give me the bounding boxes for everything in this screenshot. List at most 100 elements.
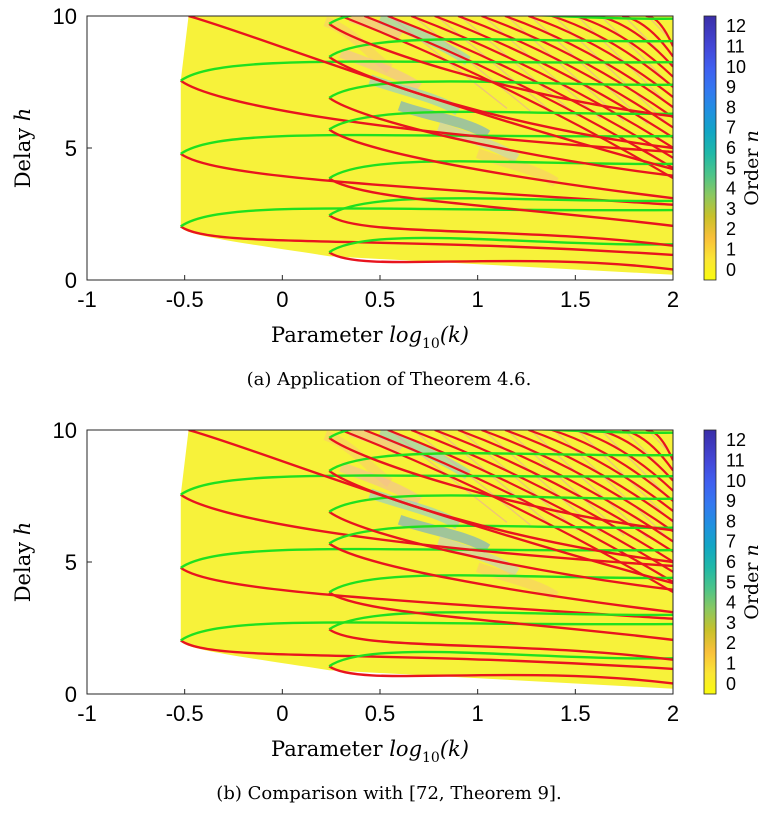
colorbar-gradient <box>703 15 717 281</box>
crossing-curve <box>410 16 673 149</box>
crossing-curve <box>551 16 673 88</box>
x-tick-label: 1 <box>472 287 484 312</box>
plot-area <box>180 430 673 689</box>
order-band <box>436 122 520 163</box>
colorbar-tick-label: 7 <box>726 532 736 552</box>
figure-caption: (a) Application of Theorem 4.6. <box>247 369 532 390</box>
colorbar-tick-label: 9 <box>726 77 736 97</box>
x-tick-label: 0.5 <box>365 701 396 726</box>
crossing-curve <box>340 16 673 180</box>
x-tick-label: 2 <box>667 287 679 312</box>
colorbar-tick-label: 6 <box>726 138 736 158</box>
order-band <box>436 536 520 577</box>
x-tick-label: 0 <box>276 287 288 312</box>
curve-lower-branch-1 <box>180 639 673 671</box>
x-axis-label: Parameter log10(k) <box>271 323 469 352</box>
order-band <box>339 48 422 92</box>
colorbar-tick-label: 3 <box>726 613 736 633</box>
colorbar-tick-label: 2 <box>726 219 736 239</box>
colorbar-tick-label: 0 <box>726 674 736 694</box>
curve-lower-branch-8 <box>328 96 673 177</box>
curve-lower-branch-7 <box>328 128 673 200</box>
order-band <box>349 16 403 42</box>
colorbar-gradient <box>703 429 717 695</box>
crossing-curve <box>434 16 673 139</box>
curve-upper-branch-8 <box>328 80 673 99</box>
curve-lower-branch-2 <box>180 566 673 620</box>
crossing-curve <box>457 16 673 129</box>
x-tick-label: -1 <box>77 701 97 726</box>
ridge-line <box>412 16 531 112</box>
y-axis-label: Delay h <box>11 108 35 189</box>
colorbar-tick-label: 11 <box>726 450 745 470</box>
y-axis-label: Delay h <box>11 522 35 603</box>
curve-upper-branch-6 <box>328 160 673 180</box>
colorbar-tick-label: 5 <box>726 572 736 592</box>
crossing-curve <box>575 430 673 492</box>
y-tick-label: 5 <box>65 136 77 161</box>
curve-upper-branch-10 <box>328 430 673 439</box>
colorbar-tick-label: 5 <box>726 158 736 178</box>
curve-lower-branch-10 <box>328 22 673 118</box>
order-band <box>475 148 559 187</box>
order-band <box>397 101 491 140</box>
x-tick-label: 0 <box>276 701 288 726</box>
stability-region <box>180 16 673 275</box>
curve-lower-branch-6 <box>328 591 673 642</box>
curve-lower-branch-6 <box>328 177 673 228</box>
colorbar-tick-label: 6 <box>726 552 736 572</box>
curve-lower-branch-3 <box>180 493 673 568</box>
x-tick-label: 1 <box>472 701 484 726</box>
curve-upper-branch-3 <box>180 474 673 496</box>
curve-lower-branch-3 <box>180 79 673 154</box>
colorbar-tick-label: 4 <box>726 593 736 613</box>
curve-lower-branch-10 <box>328 436 673 532</box>
curve-upper-branch-10 <box>328 16 673 25</box>
curve-upper-branch-5 <box>328 197 673 217</box>
x-tick-label: -0.5 <box>166 701 204 726</box>
curve-lower-branch-7 <box>328 542 673 614</box>
crossing-curve <box>575 16 673 78</box>
ridge-line <box>459 430 578 531</box>
y-tick-label: 5 <box>65 550 77 575</box>
colorbar-tick-label: 1 <box>726 654 736 674</box>
colorbar-tick-label: 12 <box>726 430 746 450</box>
crossing-curve <box>363 16 673 169</box>
colorbar-tick-label: 8 <box>726 511 736 531</box>
colorbar-tick-label: 9 <box>726 491 736 511</box>
order-band <box>475 562 559 601</box>
x-tick-label: -1 <box>77 287 97 312</box>
crossing-curve <box>434 430 673 553</box>
ridge-line <box>436 16 555 115</box>
curve-lower-branch-4 <box>328 665 673 685</box>
curve-upper-branch-4 <box>328 650 673 668</box>
y-tick-label: 0 <box>65 682 77 707</box>
curve-lower-branch-1 <box>180 225 673 257</box>
crossing-curve <box>622 16 673 58</box>
curve-lower-branch-5 <box>328 214 673 247</box>
envelope-curve <box>188 430 673 585</box>
curve-upper-branch-3 <box>180 60 673 82</box>
colorbar-tick-label: 1 <box>726 240 736 260</box>
x-tick-label: 1.5 <box>560 287 591 312</box>
y-tick-label: 0 <box>65 268 77 293</box>
order-band <box>339 462 422 506</box>
x-tick-label: 2 <box>667 701 679 726</box>
ridge-line <box>623 16 673 67</box>
colorbar-tick-label: 2 <box>726 633 736 653</box>
x-tick-label: -0.5 <box>166 287 204 312</box>
curve-upper-branch-7 <box>328 524 673 545</box>
figure-caption: (b) Comparison with [72, Theorem 9]. <box>216 783 561 804</box>
y-tick-label: 10 <box>53 418 77 443</box>
colorbar-tick-label: 4 <box>726 179 736 199</box>
curve-upper-branch-5 <box>328 611 673 631</box>
crossing-curve <box>481 430 673 533</box>
curve-upper-branch-8 <box>328 494 673 513</box>
curve-lower-branch-8 <box>328 510 673 591</box>
envelope-curve <box>188 16 673 171</box>
colorbar-tick-label: 10 <box>726 57 746 77</box>
colorbar-tick-label: 11 <box>726 36 745 56</box>
